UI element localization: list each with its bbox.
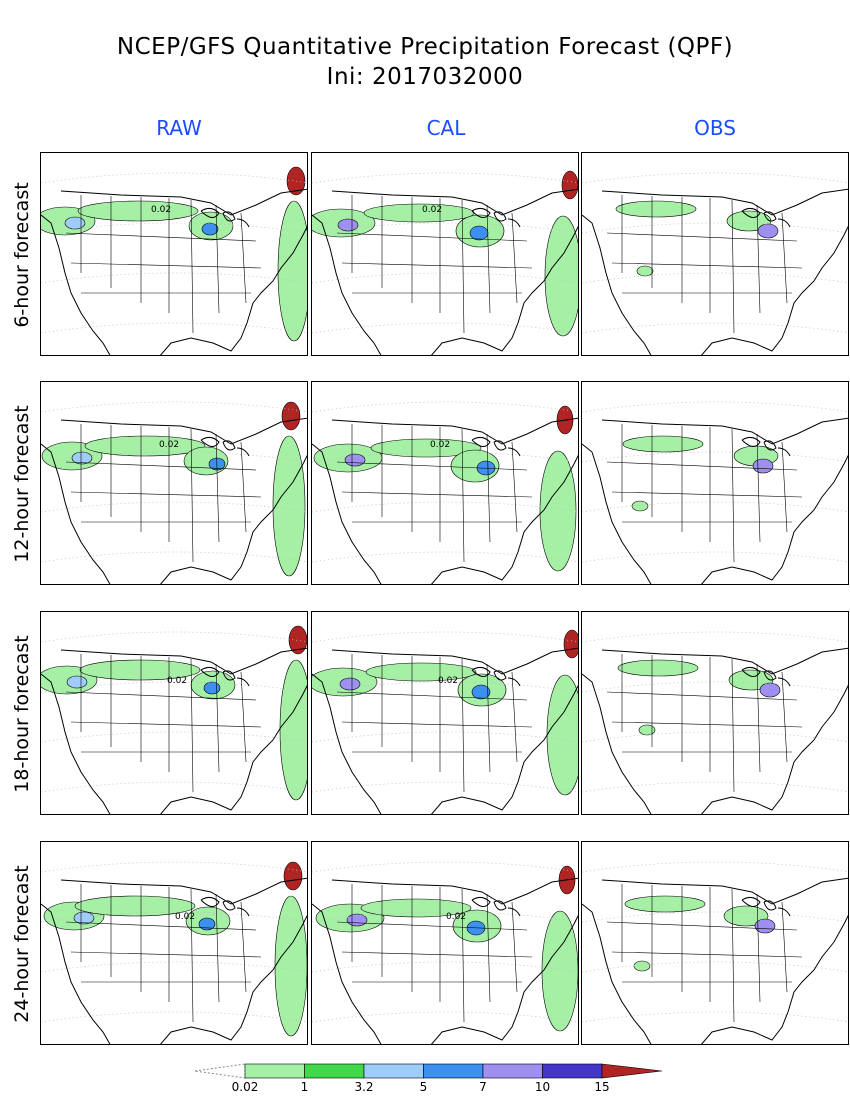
map-panel-raw-6h: 0.02 bbox=[40, 152, 308, 356]
precip-contours bbox=[41, 625, 307, 801]
legend-tick-label: 0.02 bbox=[231, 1080, 259, 1094]
map-panel-obs-12h bbox=[581, 381, 849, 585]
chart-title: NCEP/GFS Quantitative Precipitation Fore… bbox=[116, 34, 734, 60]
precipitation-map bbox=[582, 172, 848, 355]
legend-swatch bbox=[542, 1063, 603, 1079]
map-panel-cal-24h: 0.02 bbox=[311, 841, 579, 1045]
precip-contours bbox=[622, 435, 779, 512]
precipitation-map bbox=[582, 861, 848, 1044]
precip-contours bbox=[312, 170, 578, 337]
map-panel-cal-12h: 0.02 bbox=[311, 381, 579, 585]
map-panel-raw-24h: 0.02 bbox=[40, 841, 308, 1045]
row-header-12h: 12-hour forecast bbox=[11, 405, 33, 563]
legend-tick-label: 15 bbox=[594, 1080, 610, 1094]
precipitation-map bbox=[41, 861, 307, 1044]
map-panel-cal-18h: 0.02 bbox=[311, 611, 579, 815]
legend-swatch-arrow bbox=[601, 1063, 663, 1079]
column-header-obs: OBS bbox=[694, 116, 736, 140]
legend-tick-label: 7 bbox=[479, 1080, 487, 1094]
precip-contours bbox=[41, 401, 306, 577]
precip-contours bbox=[615, 200, 779, 277]
legend-swatch bbox=[423, 1063, 484, 1079]
legend-tick-label: 5 bbox=[419, 1080, 428, 1094]
legend-swatch bbox=[304, 1063, 365, 1079]
map-panel-obs-18h bbox=[581, 611, 849, 815]
precip-contours bbox=[43, 861, 307, 1037]
precipitation-map bbox=[582, 631, 848, 814]
map-panel-obs-24h bbox=[581, 841, 849, 1045]
legend-swatch bbox=[363, 1063, 424, 1079]
map-panel-obs-6h bbox=[581, 152, 849, 356]
precipitation-map bbox=[312, 401, 578, 584]
precipitation-map bbox=[312, 170, 578, 355]
precipitation-color-legend bbox=[194, 1063, 663, 1079]
column-header-raw: RAW bbox=[156, 116, 202, 140]
column-header-cal: CAL bbox=[426, 116, 466, 140]
init-time-label: Ini: 2017032000 bbox=[326, 64, 524, 90]
precip-contours bbox=[313, 405, 577, 572]
precip-contours bbox=[312, 629, 578, 796]
map-panel-cal-6h: 0.02 bbox=[311, 152, 579, 356]
legend-tick-label: 10 bbox=[534, 1080, 551, 1094]
legend-tick-label: 3.2 bbox=[354, 1080, 374, 1094]
precipitation-map bbox=[312, 629, 578, 814]
precip-contours bbox=[624, 895, 776, 972]
map-panel-raw-18h: 0.02 bbox=[40, 611, 308, 815]
precipitation-map bbox=[582, 401, 848, 584]
row-header-24h: 24-hour forecast bbox=[11, 865, 33, 1023]
precip-contours bbox=[315, 865, 578, 1032]
map-panel-raw-12h: 0.02 bbox=[40, 381, 308, 585]
legend-swatch bbox=[482, 1063, 543, 1079]
precipitation-map bbox=[312, 861, 578, 1044]
legend-swatch bbox=[244, 1063, 305, 1079]
precipitation-map bbox=[41, 166, 307, 355]
legend-tick-label: 1 bbox=[300, 1080, 309, 1094]
precipitation-map bbox=[41, 401, 307, 584]
row-header-18h: 18-hour forecast bbox=[11, 635, 33, 793]
precipitation-map bbox=[41, 625, 307, 814]
row-header-6h: 6-hour forecast bbox=[11, 182, 33, 328]
precip-contours bbox=[41, 166, 307, 342]
precip-contours bbox=[617, 659, 781, 736]
